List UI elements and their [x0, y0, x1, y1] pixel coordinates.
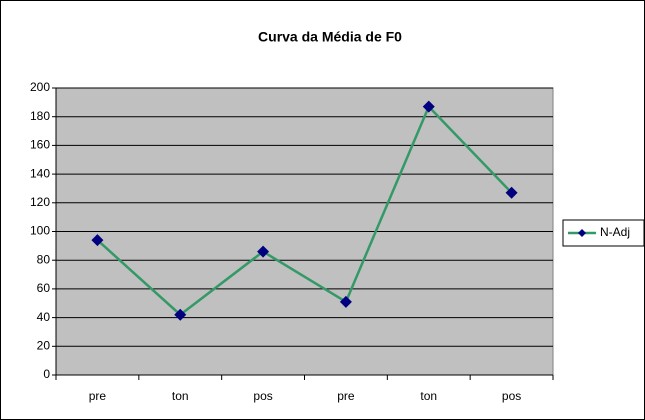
legend-label: N-Adj	[600, 225, 630, 239]
y-tick-label: 60	[37, 281, 51, 295]
x-tick-label: pos	[253, 389, 272, 403]
y-tick-label: 40	[37, 310, 51, 324]
y-tick-label: 20	[37, 338, 51, 352]
y-tick-label: 140	[30, 166, 50, 180]
y-tick-label: 100	[30, 224, 50, 238]
data-point	[505, 186, 518, 199]
series-line	[96, 104, 513, 317]
y-tick-label: 80	[37, 252, 51, 266]
y-tick-label: 160	[30, 138, 50, 152]
y-tick-label: 120	[30, 195, 50, 209]
data-point	[174, 308, 187, 321]
y-tick-label: 180	[30, 109, 50, 123]
data-point	[422, 100, 435, 113]
chart-title: Curva da Média de F0	[258, 29, 402, 45]
x-tick-label: pos	[502, 389, 521, 403]
x-tick-label: pre	[337, 389, 355, 403]
y-tick-label: 200	[30, 80, 50, 94]
data-point	[257, 245, 270, 258]
x-tick-label: ton	[420, 389, 437, 403]
data-point	[91, 234, 104, 247]
data-point	[339, 295, 352, 308]
x-tick-label: pre	[89, 389, 107, 403]
x-tick-label: ton	[172, 389, 189, 403]
legend-marker	[578, 229, 586, 237]
y-tick-label: 0	[43, 367, 50, 381]
